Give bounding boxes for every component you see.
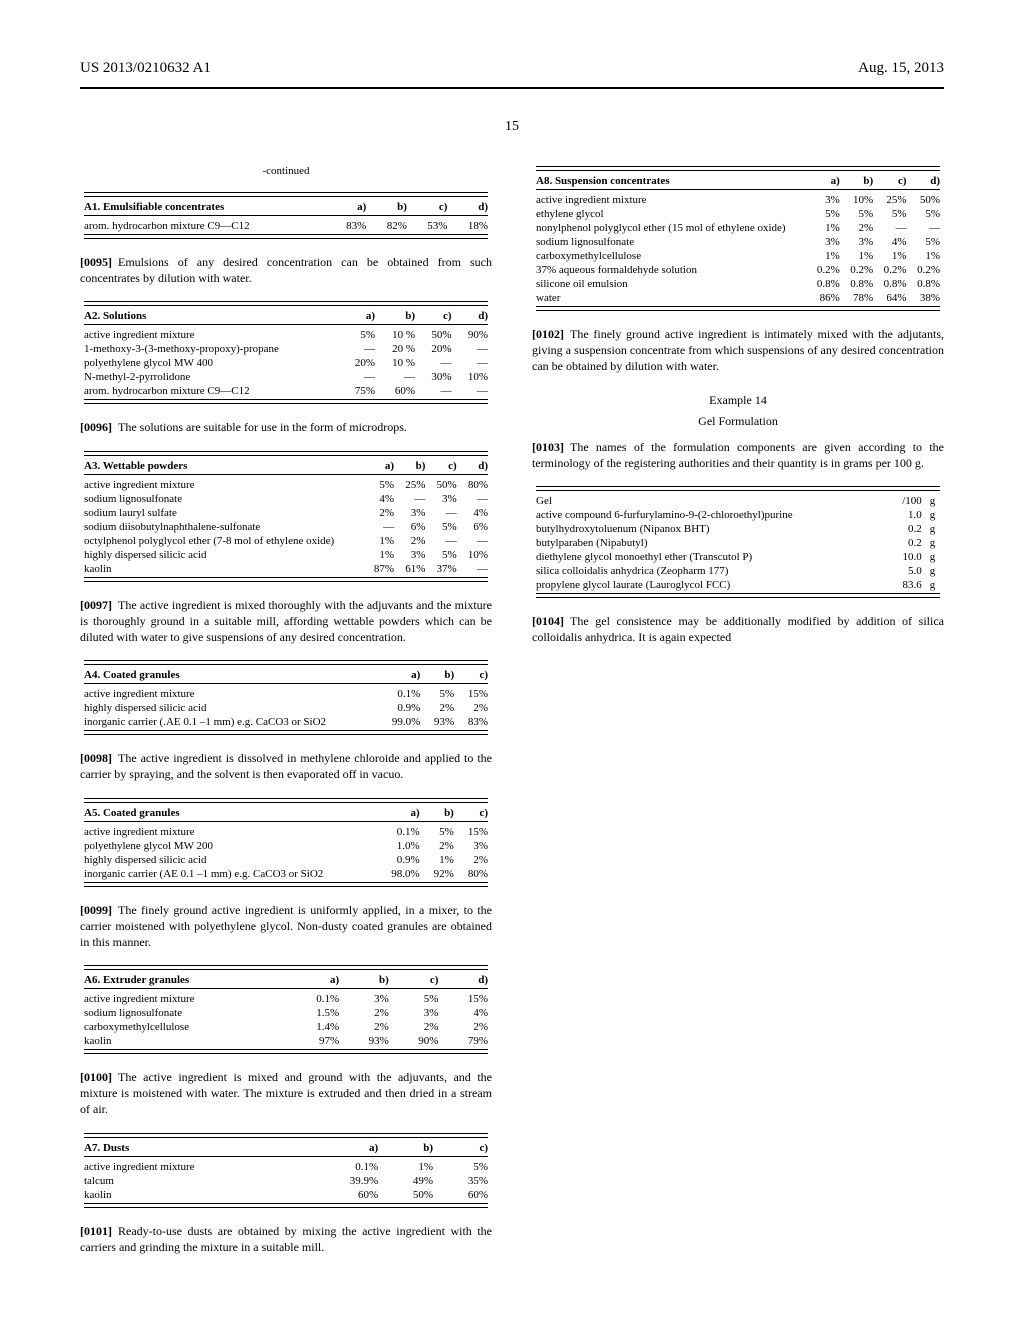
table-row: kaolin87%61%37%— — [80, 562, 492, 576]
table-row: highly dispersed silicic acid1%3%5%10% — [80, 548, 492, 562]
table-a2-title: A2. Solutions — [80, 309, 343, 323]
table-row: sodium diisobutylnaphthalene-sulfonate—6… — [80, 520, 492, 534]
table-row: propylene glycol laurate (Lauroglycol FC… — [532, 578, 944, 592]
page-header: US 2013/0210632 A1 Aug. 15, 2013 — [80, 60, 944, 77]
para-0104: [0104]The gel consistence may be additio… — [532, 613, 944, 645]
para-0101: [0101]Ready-to-use dusts are obtained by… — [80, 1223, 492, 1255]
table-a3: A3. Wettable powders a) b) c) d) active … — [80, 450, 492, 583]
two-column-body: -continued A1. Emulsifiable concentrates… — [80, 165, 944, 1265]
table-row: active ingredient mixture5%10 %50%90% — [80, 328, 492, 342]
table-a1-title: A1. Emulsifiable concentrates — [80, 200, 330, 214]
table-a4: A4. Coated granules a) b) c) active ingr… — [80, 659, 492, 736]
table-row: silica colloidalis anhydrica (Zeopharm 1… — [532, 564, 944, 578]
col-c: c) — [411, 200, 452, 214]
table-row: nonylphenol polyglycol ether (15 mol of … — [532, 221, 944, 235]
table-row: sodium lignosulfonate4%—3%— — [80, 492, 492, 506]
table-row: ethylene glycol5%5%5%5% — [532, 207, 944, 221]
para-0103: [0103]The names of the formulation compo… — [532, 439, 944, 471]
table-row: kaolin60%50%60% — [80, 1188, 492, 1202]
table-row: active ingredient mixture3%10%25%50% — [532, 193, 944, 207]
table-row: active ingredient mixture0.1%5%15% — [80, 825, 492, 839]
table-row: polyethylene glycol MW 40020%10 %—— — [80, 356, 492, 370]
table-row: active ingredient mixture0.1%3%5%15% — [80, 992, 492, 1006]
table-row: talcum39.9%49%35% — [80, 1174, 492, 1188]
para-0098: [0098]The active ingredient is dissolved… — [80, 750, 492, 782]
table-a8-title: A8. Suspension concentrates — [532, 174, 810, 188]
table-row: active compound 6-furfurylamino-9-(2-chl… — [532, 508, 944, 522]
table-a4-title: A4. Coated granules — [80, 668, 381, 682]
para-0100: [0100]The active ingredient is mixed and… — [80, 1069, 492, 1118]
table-row: sodium lignosulfonate1.5%2%3%4% — [80, 1006, 492, 1020]
table-row: butylparaben (Nipabutyl)0.2g — [532, 536, 944, 550]
table-a6: A6. Extruder granules a) b) c) d) active… — [80, 964, 492, 1055]
table-row: carboxymethylcellulose1.4%2%2%2% — [80, 1020, 492, 1034]
table-a7: A7. Dusts a) b) c) active ingredient mix… — [80, 1132, 492, 1209]
table-row: kaolin97%93%90%79% — [80, 1034, 492, 1048]
table-row: highly dispersed silicic acid0.9%1%2% — [80, 853, 492, 867]
patent-id: US 2013/0210632 A1 — [80, 60, 211, 77]
table-a3-title: A3. Wettable powders — [80, 459, 367, 473]
table-row: 1-methoxy-3-(3-methoxy-propoxy)-propane—… — [80, 342, 492, 356]
example-14-title: Example 14 — [532, 393, 944, 408]
para-0097: [0097]The active ingredient is mixed tho… — [80, 597, 492, 646]
table-row: butylhydroxytoluenum (Nipanox BHT)0.2g — [532, 522, 944, 536]
table-row: carboxymethylcellulose1%1%1%1% — [532, 249, 944, 263]
table-a7-title: A7. Dusts — [80, 1141, 311, 1155]
table-row: highly dispersed silicic acid0.9%2%2% — [80, 701, 492, 715]
table-row: diethylene glycol monoethyl ether (Trans… — [532, 550, 944, 564]
header-rule — [80, 87, 944, 89]
table-row: Gel/100g — [532, 494, 944, 508]
table-row: octylphenol polyglycol ether (7-8 mol of… — [80, 534, 492, 548]
table-row: polyethylene glycol MW 2001.0%2%3% — [80, 839, 492, 853]
para-0096: [0096]The solutions are suitable for use… — [80, 419, 492, 435]
table-a2: A2. Solutions a) b) c) d) active ingredi… — [80, 300, 492, 405]
table-row: sodium lignosulfonate3%3%4%5% — [532, 235, 944, 249]
col-d: d) — [451, 200, 492, 214]
table-row: sodium lauryl sulfate2%3%—4% — [80, 506, 492, 520]
table-a6-title: A6. Extruder granules — [80, 973, 289, 987]
col-b: b) — [370, 200, 411, 214]
table-row: water86%78%64%38% — [532, 291, 944, 305]
table-a5-title: A5. Coated granules — [80, 806, 380, 820]
para-0099: [0099]The finely ground active ingredien… — [80, 902, 492, 951]
patent-date: Aug. 15, 2013 — [858, 60, 944, 77]
para-0095: [0095]Emulsions of any desired concentra… — [80, 254, 492, 286]
table-gel: Gel/100g active compound 6-furfurylamino… — [532, 485, 944, 599]
col-a: a) — [330, 200, 371, 214]
table-row: arom. hydrocarbon mixture C9—C1275%60%—— — [80, 384, 492, 398]
table-row: active ingredient mixture0.1%5%15% — [80, 687, 492, 701]
continued-label: -continued — [80, 165, 492, 177]
table-row: arom. hydrocarbon mixture C9—C12 83% 82%… — [80, 219, 492, 233]
table-row: active ingredient mixture0.1%1%5% — [80, 1160, 492, 1174]
table-row: N-methyl-2-pyrrolidone——30%10% — [80, 370, 492, 384]
table-row: inorganic carrier (AE 0.1 –1 mm) e.g. Ca… — [80, 867, 492, 881]
table-row: 37% aqueous formaldehyde solution0.2%0.2… — [532, 263, 944, 277]
table-a1: A1. Emulsifiable concentrates a) b) c) d… — [80, 191, 492, 240]
table-a5: A5. Coated granules a) b) c) active ingr… — [80, 797, 492, 888]
example-14-subtitle: Gel Formulation — [532, 414, 944, 429]
table-a8: A8. Suspension concentrates a) b) c) d) … — [532, 165, 944, 312]
page-number: 15 — [80, 119, 944, 135]
table-row: silicone oil emulsion0.8%0.8%0.8%0.8% — [532, 277, 944, 291]
table-row: active ingredient mixture5%25%50%80% — [80, 478, 492, 492]
para-0102: [0102]The finely ground active ingredien… — [532, 326, 944, 375]
table-row: inorganic carrier (.AE 0.1 –1 mm) e.g. C… — [80, 715, 492, 729]
